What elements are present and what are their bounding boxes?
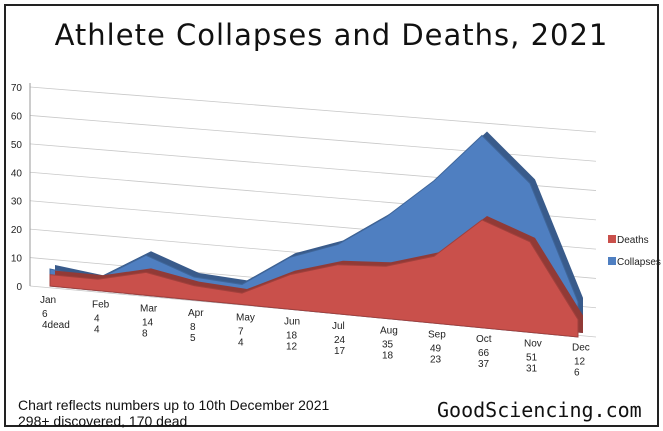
x-month-label: Sep bbox=[428, 330, 446, 341]
deaths-count-label: 18 bbox=[382, 350, 394, 361]
gridline-70 bbox=[29, 86, 597, 133]
collapses-count-label: 4 bbox=[94, 313, 100, 324]
x-month-label: Aug bbox=[380, 325, 398, 336]
collapses-count-label: 12 bbox=[574, 357, 586, 368]
deaths-count-label: 4 bbox=[94, 324, 100, 335]
collapses-count-label: 49 bbox=[430, 344, 442, 355]
deaths-count-label: 5 bbox=[190, 333, 196, 344]
x-month-label: Feb bbox=[92, 299, 110, 310]
deaths-count-label: 37 bbox=[478, 359, 490, 370]
footnote-totals: 298+ discovered, 170 dead bbox=[18, 413, 188, 429]
chart-frame bbox=[4, 4, 659, 427]
deaths-count-label: 17 bbox=[334, 346, 346, 357]
collapses-count-label: 14 bbox=[142, 318, 154, 329]
deaths-count-label: 4 bbox=[238, 337, 244, 348]
collapses-count-label: 7 bbox=[238, 326, 244, 337]
deaths-count-label: 8 bbox=[142, 329, 148, 340]
deaths-legend-label: Deaths bbox=[617, 235, 649, 246]
collapses-count-label: 35 bbox=[382, 339, 394, 350]
brand-label: GoodSciencing.com bbox=[437, 398, 642, 422]
deaths-legend-swatch bbox=[608, 235, 616, 243]
y-tick-label: 40 bbox=[11, 168, 23, 179]
collapses-count-label: 66 bbox=[478, 348, 490, 359]
deaths-count-label: 31 bbox=[526, 363, 538, 374]
chart-title: Athlete Collapses and Deaths, 2021 bbox=[54, 18, 609, 52]
y-tick-label: 50 bbox=[11, 140, 23, 151]
collapses-count-label: 8 bbox=[190, 322, 196, 333]
gridline-60 bbox=[29, 115, 597, 162]
deaths-count-label: 6 bbox=[574, 368, 580, 379]
collapses-count-label: 24 bbox=[334, 335, 346, 346]
y-tick-label: 0 bbox=[16, 282, 22, 293]
x-axis-labels: Jan64deadFeb44Mar148Apr85May74Jun1812Jul… bbox=[40, 295, 590, 379]
x-month-label: Jun bbox=[284, 317, 300, 328]
x-month-label: Jul bbox=[332, 321, 345, 332]
x-month-label: May bbox=[236, 312, 255, 323]
y-tick-label: 70 bbox=[11, 83, 23, 94]
collapses-count-label: 18 bbox=[286, 331, 298, 342]
x-month-label: Nov bbox=[524, 338, 542, 349]
collapses-legend-swatch bbox=[608, 257, 616, 265]
deaths-count-label: 23 bbox=[430, 355, 442, 366]
y-axis-ticks: 0 10 20 30 40 50 60 70 bbox=[11, 83, 23, 293]
x-month-label: Oct bbox=[476, 334, 492, 345]
footnote-date: Chart reflects numbers up to 10th Decemb… bbox=[18, 397, 330, 413]
deaths-count-label: 4dead bbox=[42, 320, 70, 331]
legend: Deaths Collapses bbox=[608, 235, 661, 268]
y-tick-label: 20 bbox=[11, 225, 23, 236]
series-areas bbox=[49, 131, 583, 338]
collapses-legend-label: Collapses bbox=[617, 257, 661, 268]
y-tick-label: 10 bbox=[11, 254, 23, 265]
y-tick-label: 60 bbox=[11, 111, 23, 122]
y-tick-label: 30 bbox=[11, 197, 23, 208]
x-month-label: Dec bbox=[572, 343, 590, 354]
deaths-count-label: 12 bbox=[286, 342, 298, 353]
x-month-label: Apr bbox=[188, 308, 204, 319]
x-month-label: Jan bbox=[40, 295, 56, 306]
collapses-count-label: 51 bbox=[526, 352, 538, 363]
deaths-area bbox=[49, 219, 579, 338]
x-month-label: Mar bbox=[140, 304, 158, 315]
collapses-count-label: 6 bbox=[42, 309, 48, 320]
